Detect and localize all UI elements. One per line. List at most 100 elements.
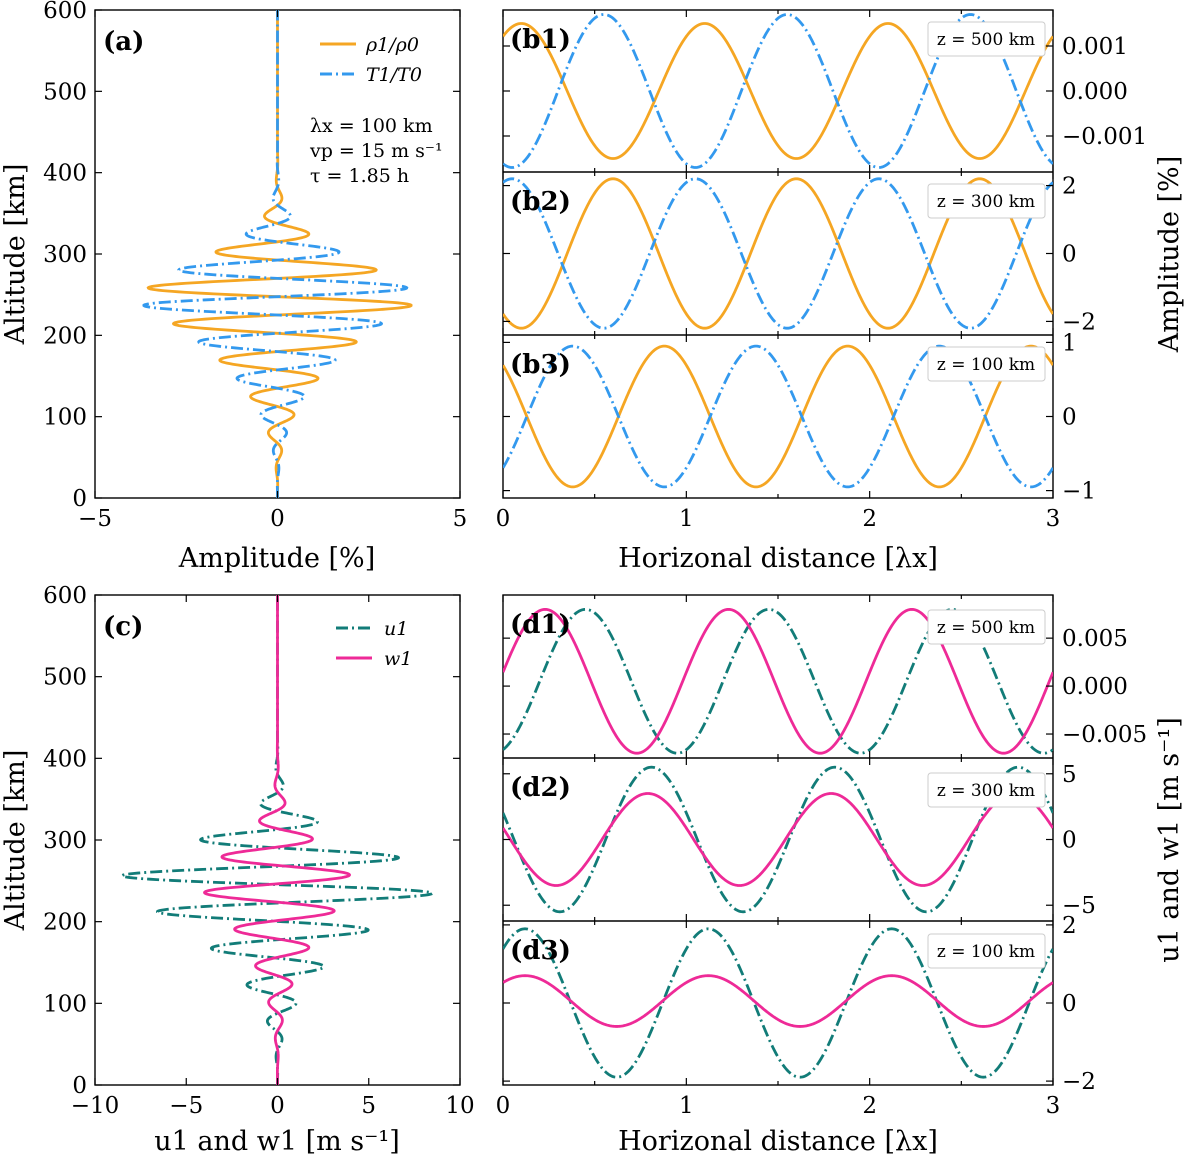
ytick-label-b1: 0.001 (1062, 34, 1128, 60)
ytick-label-b2: 0 (1062, 242, 1077, 268)
ytick-label: 0 (72, 486, 87, 512)
ytick-label: 100 (43, 991, 87, 1017)
panel-d1-z: z = 500 km (937, 618, 1035, 638)
ytick-label: 100 (43, 405, 87, 431)
panel-d-ylabel: u1 and w1 [m s⁻¹] (1154, 717, 1185, 963)
xtick-label-b3: 2 (862, 506, 877, 532)
panel-b1-z: z = 500 km (937, 30, 1035, 50)
legend-w-label: w1 (384, 648, 412, 670)
panel-b1-zbox (927, 21, 1046, 57)
profile-line-u (120, 595, 434, 1085)
panel-a-ylabel: Altitude [km] (0, 164, 31, 346)
ytick-label-b2: −2 (1062, 309, 1096, 335)
panel-a-xlabel: Amplitude [%] (178, 543, 375, 574)
wave-line-b1-T (503, 13, 1053, 169)
xtick-label: 10 (445, 1093, 474, 1119)
panel-d-curves (503, 607, 1053, 1079)
ytick-label-b3: 1 (1062, 330, 1077, 356)
panel-d3-z: z = 100 km (937, 942, 1035, 962)
panel-b2-z: z = 300 km (937, 192, 1035, 212)
wave-line-b3-rho (503, 344, 1053, 489)
panel-b-ylabel: Amplitude [%] (1154, 156, 1185, 353)
xtick-label: −5 (169, 1093, 203, 1119)
ytick-label-d2: 0 (1062, 828, 1077, 854)
xtick-label: −10 (71, 1093, 120, 1119)
panel-a-label: (a) (103, 27, 144, 57)
param-vp: vp = 15 m s⁻¹ (309, 140, 443, 162)
panel-d2-label: (d2) (510, 773, 571, 803)
panel-b: −0.001 0.000 0.001 −2 0 2 −1 0 1 0 1 2 3 (b1) (b2) (… (496, 9, 1185, 574)
xtick-label: 5 (453, 506, 468, 532)
ytick-label-d2: 5 (1062, 762, 1077, 788)
xtick-label-d3: 1 (679, 1093, 694, 1119)
xtick-label: −5 (78, 506, 112, 532)
xtick-label-b3: 1 (679, 506, 694, 532)
param-lambda: λx = 100 km (310, 115, 433, 137)
panel-b2-label: (b2) (510, 187, 571, 217)
panel-c-xlabel: u1 and w1 [m s⁻¹] (154, 1126, 400, 1157)
xtick-label: 0 (270, 1093, 285, 1119)
ytick-label: 600 (43, 583, 87, 609)
xtick-label-d3: 2 (862, 1093, 877, 1119)
panel-b3-z: z = 100 km (937, 355, 1035, 375)
ytick-label: 200 (43, 323, 87, 349)
ytick-label-d1: 0.000 (1062, 674, 1128, 700)
legend-T-label: T1/T0 (366, 64, 422, 86)
panel-a-curves (142, 10, 413, 498)
ytick-label: 600 (43, 0, 87, 24)
panel-b-ticks: −0.001 0.000 0.001 −2 0 2 −1 0 1 0 1 2 3 (496, 10, 1147, 532)
panel-d: −0.005 0.000 0.005 −5 0 5 −2 0 2 0 1 2 3 (d1) (d2) (… (496, 594, 1185, 1157)
panel-c-ylabel: Altitude [km] (0, 750, 31, 932)
xtick-label-d3: 3 (1046, 1093, 1061, 1119)
panel-d3-label: (d3) (510, 936, 571, 966)
wave-line-d3-u (503, 927, 1053, 1079)
ytick-label-b3: 0 (1062, 405, 1077, 431)
ytick-label: 400 (43, 746, 87, 772)
panel-b3-label: (b3) (510, 350, 571, 380)
xtick-label-b3: 0 (496, 506, 511, 532)
legend-rho-label: ρ1/ρ0 (365, 34, 419, 56)
wave-line-b1-rho (503, 22, 1053, 160)
ytick-label: 0 (72, 1073, 87, 1099)
ytick-label: 200 (43, 910, 87, 936)
ytick-label-d3: 0 (1062, 991, 1077, 1017)
wave-line-d2-u (503, 765, 1053, 914)
ytick-label-b1: 0.000 (1062, 79, 1128, 105)
ytick-label: 300 (43, 828, 87, 854)
ytick-label-d3: −2 (1062, 1069, 1096, 1095)
panel-b-frame (502, 9, 1054, 499)
panel-b1-label: (b1) (510, 25, 571, 55)
panel-b2-zbox (927, 183, 1046, 219)
wave-line-d2-w (503, 792, 1053, 887)
panel-d2-z: z = 300 km (937, 781, 1035, 801)
xtick-label: 5 (361, 1093, 376, 1119)
profile-line-T (142, 10, 409, 498)
panel-d-ticks: −0.005 0.000 0.005 −5 0 5 −2 0 2 0 1 2 3 (496, 595, 1147, 1119)
panel-c-curves (120, 595, 434, 1085)
ytick-label-b1: −0.001 (1062, 124, 1147, 150)
panel-b-curves (503, 13, 1053, 489)
panel-c-label: (c) (103, 612, 143, 642)
xtick-label: 0 (270, 506, 285, 532)
ytick-label-d1: −0.005 (1062, 722, 1147, 748)
ytick-label-d1: 0.005 (1062, 626, 1128, 652)
ytick-label: 300 (43, 242, 87, 268)
panel-d2-zbox (927, 772, 1046, 808)
ytick-label: 500 (43, 665, 87, 691)
panel-d3-zbox (927, 933, 1046, 969)
ytick-label: 400 (43, 161, 87, 187)
ytick-label: 500 (43, 79, 87, 105)
panel-b3-zbox (927, 346, 1046, 382)
wave-line-b2-T (503, 177, 1053, 330)
panel-d-xlabel: Horizonal distance [λx] (618, 1126, 938, 1157)
panel-d1-label: (d1) (510, 610, 571, 640)
param-tau: τ = 1.85 h (310, 165, 409, 187)
wave-line-d1-w (503, 607, 1053, 755)
ytick-label-b3: −1 (1062, 479, 1096, 505)
ytick-label-d2: −5 (1062, 893, 1096, 919)
